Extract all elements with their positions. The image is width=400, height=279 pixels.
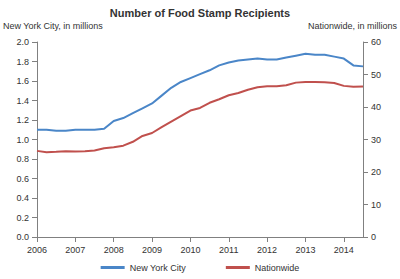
svg-text:10: 10 <box>371 200 381 210</box>
svg-text:40: 40 <box>371 102 381 112</box>
svg-text:2009: 2009 <box>142 245 162 255</box>
svg-text:2.0: 2.0 <box>16 37 29 47</box>
svg-text:Nationwide: Nationwide <box>255 263 300 273</box>
svg-text:New York City, in millions: New York City, in millions <box>3 21 103 31</box>
svg-text:0.6: 0.6 <box>16 174 29 184</box>
svg-text:2013: 2013 <box>295 245 315 255</box>
svg-text:2007: 2007 <box>65 245 85 255</box>
svg-text:0.8: 0.8 <box>16 154 29 164</box>
svg-text:1.4: 1.4 <box>16 96 29 106</box>
svg-text:Nationwide, in millions: Nationwide, in millions <box>308 21 398 31</box>
svg-text:2010: 2010 <box>180 245 200 255</box>
svg-text:New York City: New York City <box>130 263 187 273</box>
svg-text:0.0: 0.0 <box>16 232 29 242</box>
svg-text:50: 50 <box>371 70 381 80</box>
svg-text:30: 30 <box>371 135 381 145</box>
svg-text:Number of Food Stamp Recipient: Number of Food Stamp Recipients <box>110 7 290 19</box>
svg-text:0: 0 <box>371 232 376 242</box>
svg-text:1.8: 1.8 <box>16 57 29 67</box>
svg-text:1.6: 1.6 <box>16 76 29 86</box>
svg-text:2008: 2008 <box>104 245 124 255</box>
svg-text:0.4: 0.4 <box>16 193 29 203</box>
svg-text:2006: 2006 <box>27 245 47 255</box>
svg-text:2012: 2012 <box>257 245 277 255</box>
svg-text:0.2: 0.2 <box>16 213 29 223</box>
svg-text:20: 20 <box>371 167 381 177</box>
svg-text:1.0: 1.0 <box>16 135 29 145</box>
svg-text:2011: 2011 <box>219 245 238 255</box>
svg-text:1.2: 1.2 <box>16 115 29 125</box>
svg-text:60: 60 <box>371 37 381 47</box>
svg-text:2014: 2014 <box>334 245 354 255</box>
